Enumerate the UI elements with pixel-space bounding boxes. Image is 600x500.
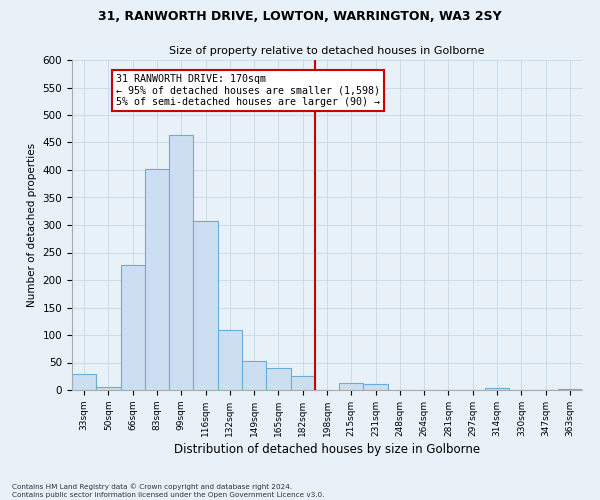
Bar xyxy=(169,136,193,390)
Bar xyxy=(96,387,121,390)
Bar xyxy=(290,376,315,390)
Bar xyxy=(121,264,145,390)
Bar xyxy=(218,330,242,390)
X-axis label: Distribution of detached houses by size in Golborne: Distribution of detached houses by size … xyxy=(174,443,480,456)
Bar xyxy=(266,368,290,390)
Text: Contains HM Land Registry data © Crown copyright and database right 2024.
Contai: Contains HM Land Registry data © Crown c… xyxy=(12,484,325,498)
Bar xyxy=(72,374,96,390)
Bar xyxy=(339,383,364,390)
Bar xyxy=(364,384,388,390)
Bar xyxy=(145,169,169,390)
Y-axis label: Number of detached properties: Number of detached properties xyxy=(27,143,37,307)
Bar xyxy=(242,362,266,390)
Text: 31 RANWORTH DRIVE: 170sqm
← 95% of detached houses are smaller (1,598)
5% of sem: 31 RANWORTH DRIVE: 170sqm ← 95% of detac… xyxy=(116,74,380,107)
Title: Size of property relative to detached houses in Golborne: Size of property relative to detached ho… xyxy=(169,46,485,56)
Bar xyxy=(485,388,509,390)
Text: 31, RANWORTH DRIVE, LOWTON, WARRINGTON, WA3 2SY: 31, RANWORTH DRIVE, LOWTON, WARRINGTON, … xyxy=(98,10,502,23)
Bar xyxy=(193,220,218,390)
